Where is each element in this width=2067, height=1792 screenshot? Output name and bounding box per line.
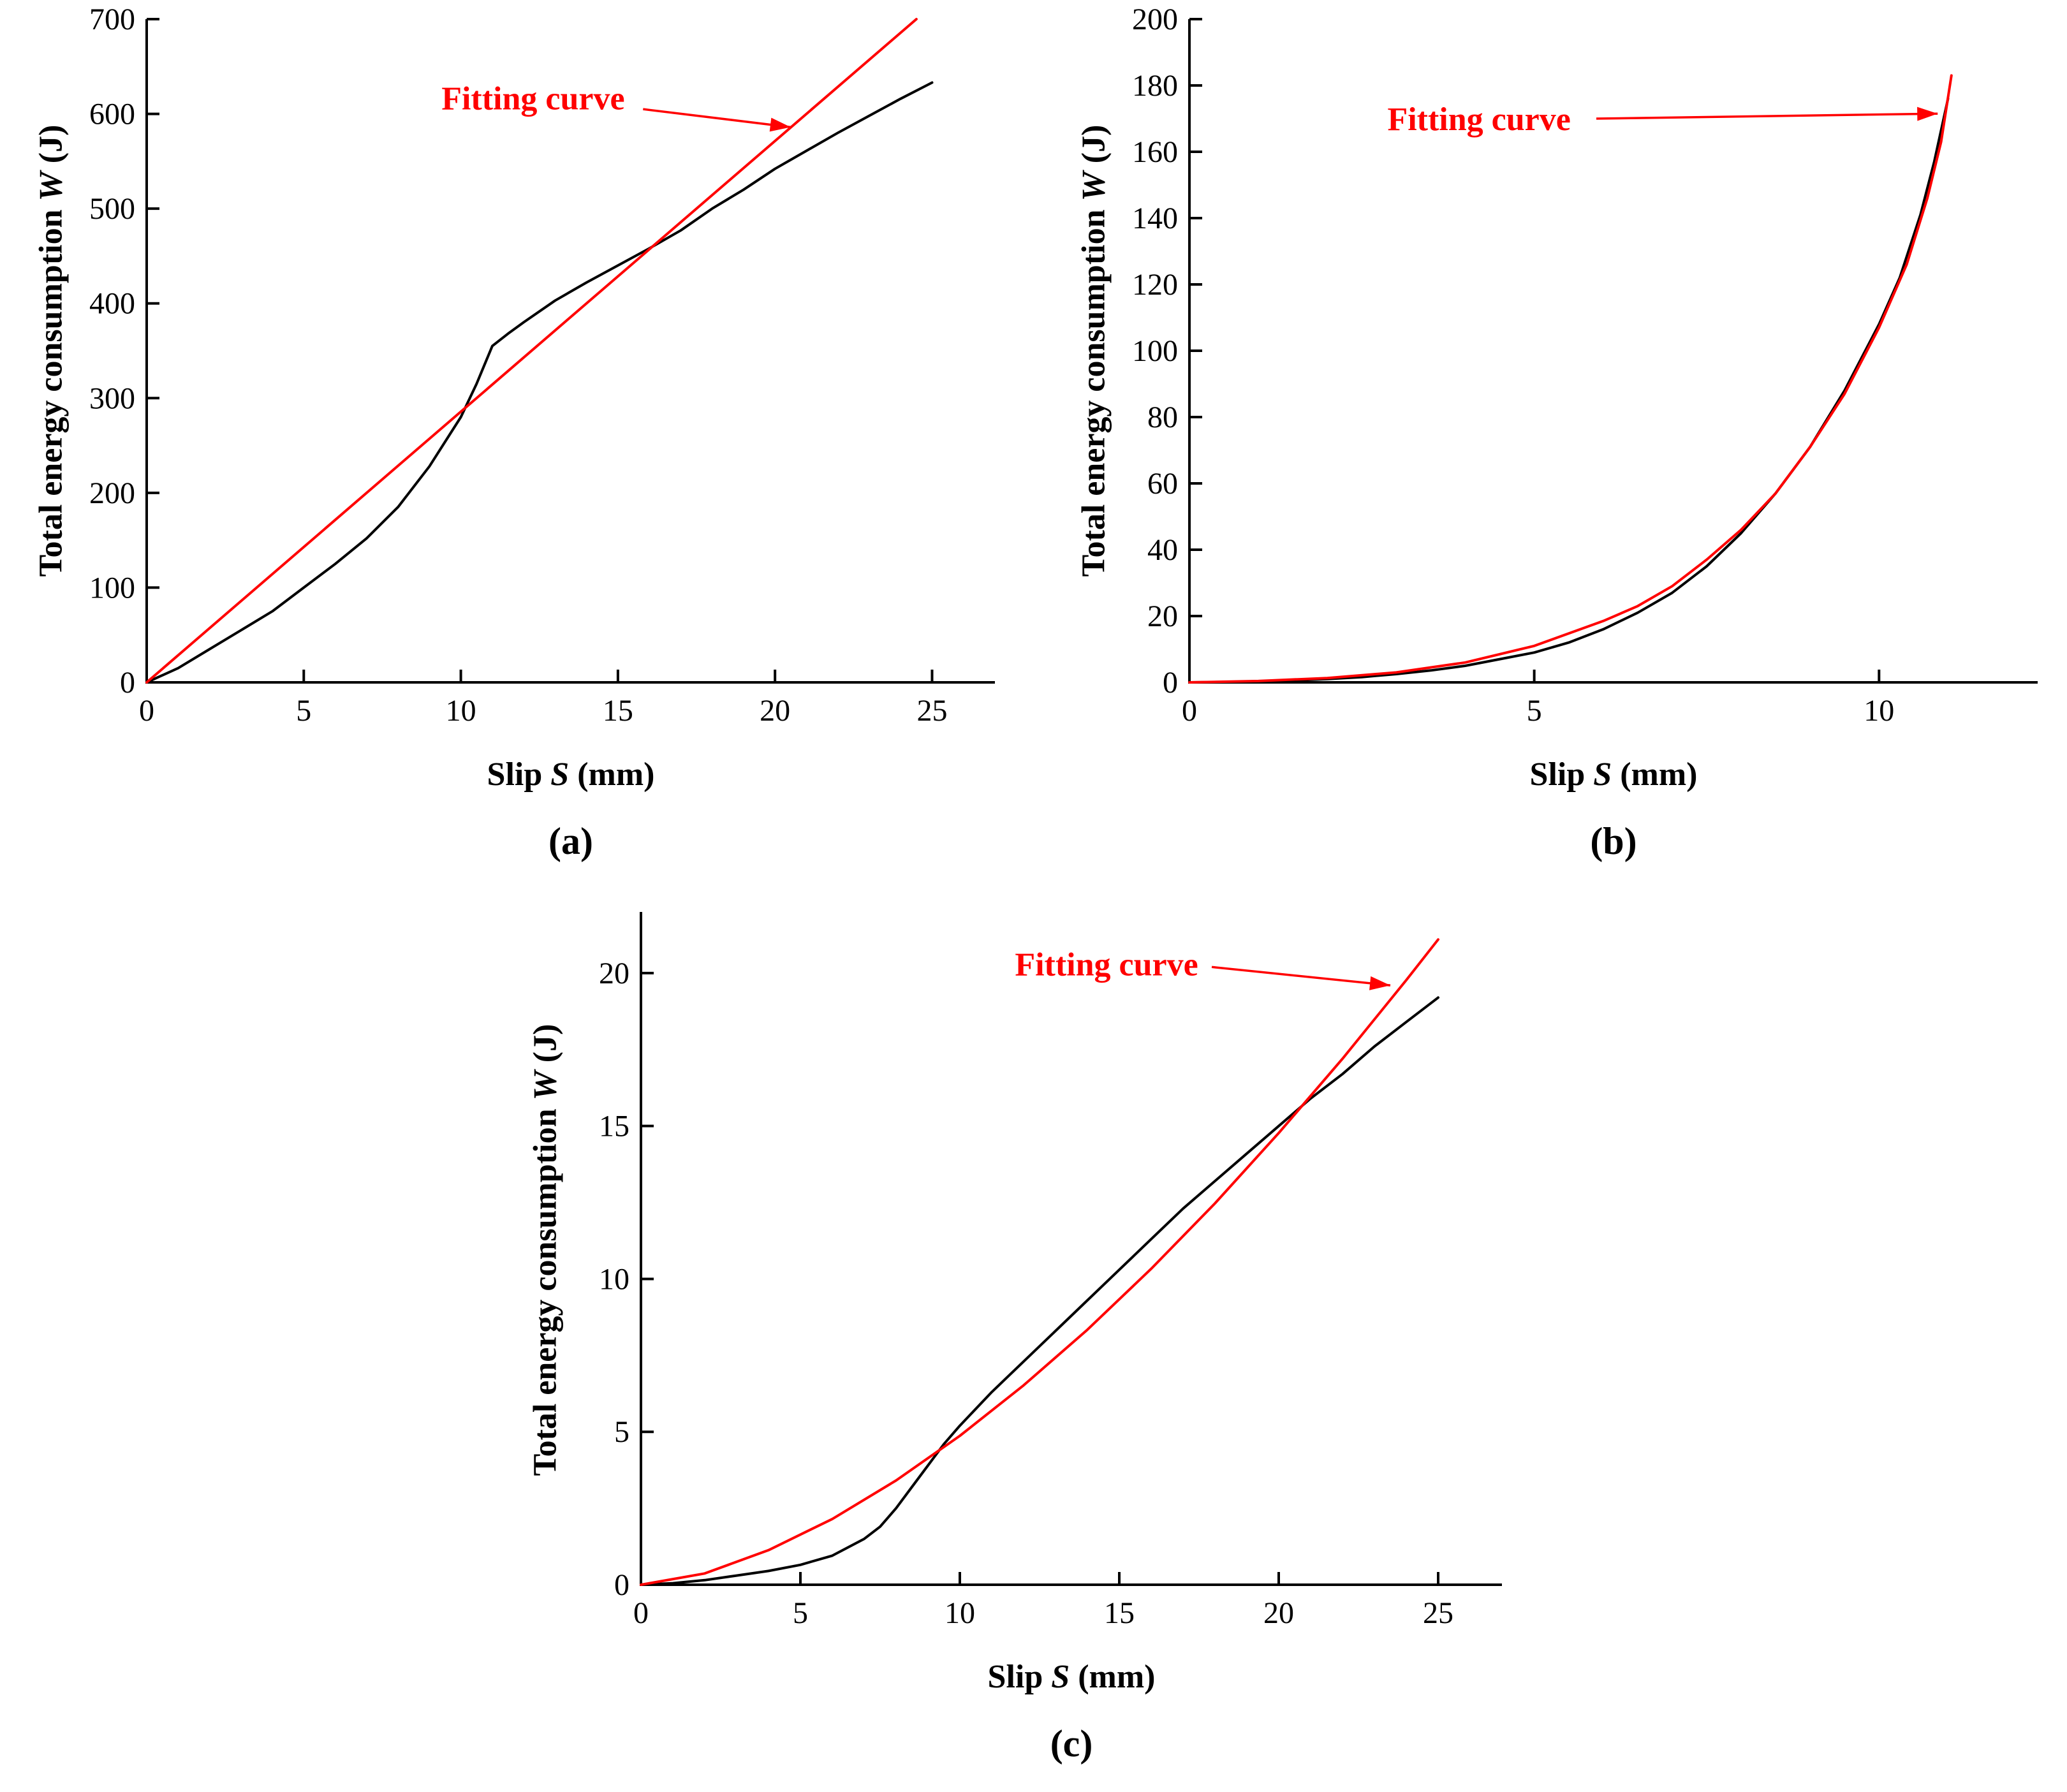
chart-b: 0 5 10 0 20 40 60 80 100 120 140 160 180 200 Fitting c…	[1049, 0, 2063, 893]
x-tick-label: 20	[1263, 1596, 1294, 1630]
y-axis-unit: (J)	[1075, 124, 1112, 172]
fitting-curve-label: Fitting curve	[1387, 101, 1570, 138]
y-axis-variable: W	[33, 172, 70, 202]
y-axis-title-text: Total energy consumption	[527, 1100, 564, 1476]
y-tick-label: 0	[614, 1568, 629, 1602]
y-axis-title-text: Total energy consumption	[33, 201, 70, 577]
x-axis-title: Slip S (mm)	[147, 756, 995, 793]
x-tick-label: 10	[446, 694, 476, 728]
y-tick-label: 10	[599, 1262, 629, 1296]
series-fitting-curve	[640, 938, 1439, 1586]
y-tick-label: 20	[599, 957, 629, 990]
x-axis-variable: S	[550, 756, 570, 793]
y-tick-label: 180	[1132, 69, 1178, 103]
y-tick-label: 120	[1132, 268, 1178, 302]
x-tick-label: 5	[793, 1596, 808, 1630]
x-tick-label: 0	[633, 1596, 649, 1630]
x-tick-label: 15	[1104, 1596, 1135, 1630]
x-axis-title: Slip S (mm)	[1189, 756, 2038, 793]
y-tick-label: 400	[89, 287, 135, 321]
subfigure-label-b: (b)	[1590, 820, 1637, 862]
y-tick-label: 500	[89, 192, 135, 226]
x-axis-unit: (mm)	[569, 756, 655, 793]
subfigure-label-a: (a)	[548, 820, 593, 862]
y-axis-title: Total energy consumption W (J)	[33, 125, 70, 577]
y-axis-title: Total energy consumption W (J)	[1075, 125, 1113, 577]
annotation-arrowhead-icon	[1917, 106, 1938, 121]
x-tick-label: 5	[296, 694, 311, 728]
y-axis-variable: W	[1075, 172, 1112, 202]
y-axis-title: Total energy consumption W (J)	[527, 1024, 564, 1476]
subfigure-label-c: (c)	[1050, 1722, 1093, 1765]
x-axis-unit: (mm)	[1612, 756, 1698, 793]
y-tick-label: 40	[1147, 533, 1178, 567]
chart-a: 0 5 10 15 20 25 0 100 200 300 400 500 600 700 Fitting …	[6, 0, 1020, 893]
y-axis-title-text: Total energy consumption	[1075, 201, 1112, 577]
annotation-arrow-line	[1596, 112, 1938, 120]
y-axis-unit: (J)	[527, 1024, 564, 1071]
x-tick-label: 10	[945, 1596, 975, 1630]
x-tick-label: 15	[603, 694, 633, 728]
y-axis-variable: W	[527, 1071, 564, 1101]
x-axis-title-text: Slip	[487, 756, 551, 793]
x-tick-label: 0	[139, 694, 154, 728]
x-tick-label: 10	[1864, 694, 1894, 728]
x-tick-label: 25	[1423, 1596, 1453, 1630]
y-tick-label: 600	[89, 98, 135, 131]
series-experimental-curve	[145, 81, 934, 684]
y-tick-label: 160	[1132, 135, 1178, 169]
x-axis-title: Slip S (mm)	[641, 1658, 1502, 1696]
annotation-arrowhead-icon	[769, 117, 791, 132]
x-axis-title-text: Slip	[1529, 756, 1594, 793]
x-axis-variable: S	[1593, 756, 1612, 793]
y-tick-label: 300	[89, 381, 135, 415]
y-tick-label: 15	[599, 1110, 629, 1143]
y-tick-label: 0	[120, 666, 135, 700]
chart-c-plot: 0 5 10 15 20 25 0 5 10 15 20 Fitting curve	[599, 912, 1502, 1630]
y-tick-label: 60	[1147, 467, 1178, 501]
x-tick-label: 20	[760, 694, 790, 728]
y-tick-label: 700	[89, 3, 135, 36]
x-tick-label: 0	[1182, 694, 1197, 728]
series-fitting-curve	[145, 18, 918, 684]
annotation-arrow-line	[643, 108, 791, 129]
y-tick-label: 5	[614, 1415, 629, 1449]
x-tick-label: 5	[1527, 694, 1542, 728]
series-fitting-curve	[1188, 74, 1953, 684]
y-tick-label: 20	[1147, 599, 1178, 633]
x-axis-title-text: Slip	[987, 1659, 1052, 1695]
y-tick-label: 140	[1132, 202, 1178, 235]
series-experimental-curve	[1188, 97, 1950, 684]
series-experimental-curve	[640, 996, 1439, 1586]
fitting-curve-label: Fitting curve	[1015, 947, 1198, 983]
x-axis-variable: S	[1051, 1659, 1070, 1695]
fitting-curve-label: Fitting curve	[441, 80, 624, 117]
y-tick-label: 200	[1132, 3, 1178, 36]
y-tick-label: 80	[1147, 400, 1178, 434]
chart-a-plot: 0 5 10 15 20 25 0 100 200 300 400 500 600 700 Fitting …	[89, 3, 995, 728]
y-axis-unit: (J)	[33, 124, 70, 172]
annotation-arrow-line	[1211, 966, 1391, 987]
annotation-arrowhead-icon	[1369, 976, 1390, 990]
chart-c: 0 5 10 15 20 25 0 5 10 15 20 Fitting curve Total en…	[501, 893, 1540, 1792]
y-tick-label: 100	[89, 571, 135, 605]
x-tick-label: 25	[916, 694, 947, 728]
y-tick-label: 200	[89, 476, 135, 510]
x-axis-unit: (mm)	[1070, 1659, 1156, 1695]
y-tick-label: 100	[1132, 334, 1178, 368]
y-tick-label: 0	[1163, 666, 1178, 700]
